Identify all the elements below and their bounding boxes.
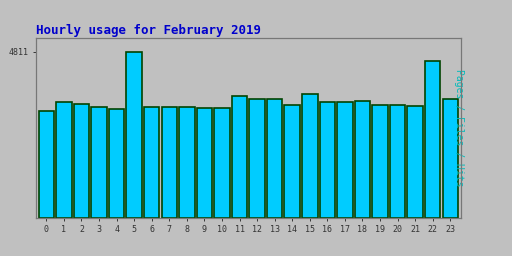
- Bar: [162, 107, 177, 218]
- Bar: [425, 61, 440, 218]
- Bar: [91, 107, 107, 218]
- Bar: [144, 107, 159, 218]
- Bar: [337, 102, 353, 218]
- Bar: [267, 99, 283, 218]
- Bar: [408, 106, 423, 218]
- Bar: [214, 108, 230, 218]
- Bar: [56, 102, 72, 218]
- Bar: [179, 107, 195, 218]
- Bar: [355, 101, 370, 218]
- Bar: [109, 109, 124, 218]
- Bar: [232, 96, 247, 218]
- Bar: [285, 104, 300, 218]
- Bar: [249, 99, 265, 218]
- Bar: [319, 102, 335, 218]
- Bar: [126, 52, 142, 218]
- Bar: [442, 99, 458, 218]
- Bar: [390, 104, 406, 218]
- Bar: [74, 104, 89, 218]
- Text: Hourly usage for February 2019: Hourly usage for February 2019: [36, 24, 261, 37]
- Y-axis label: Pages / Files / Hits: Pages / Files / Hits: [454, 69, 463, 187]
- Bar: [38, 111, 54, 218]
- Bar: [372, 104, 388, 218]
- Bar: [302, 94, 317, 218]
- Bar: [197, 108, 212, 218]
